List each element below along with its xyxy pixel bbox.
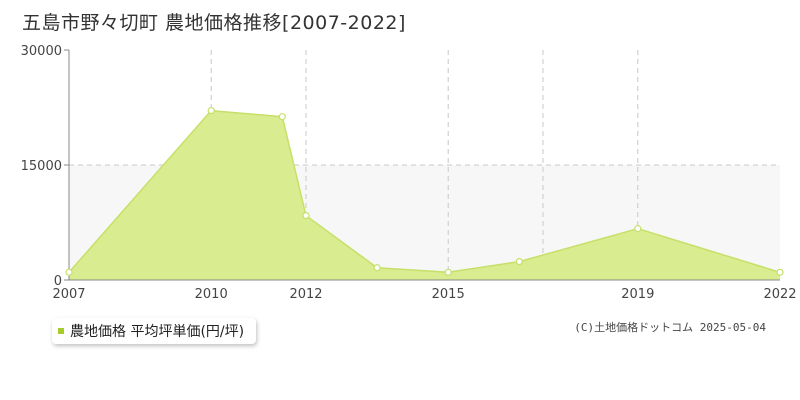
- data-point: [515, 258, 523, 266]
- data-point: [207, 106, 215, 115]
- x-tick-label: 2019: [621, 287, 654, 302]
- copyright-credit: (C)土地価格ドットコム 2025-05-04: [574, 321, 766, 334]
- data-point: [302, 212, 310, 220]
- data-point: [634, 225, 642, 233]
- chart-title: 五島市野々切町 農地価格推移[2007-2022]: [22, 12, 406, 34]
- x-tick-label: 2007: [52, 287, 85, 302]
- data-point: [776, 268, 784, 276]
- y-tick-label: 30000: [21, 44, 62, 59]
- x-tick-label: 2015: [432, 287, 465, 302]
- legend-swatch: [58, 328, 64, 334]
- legend-label: 農地価格 平均坪単価(円/坪): [70, 324, 245, 340]
- x-tick-label: 2022: [763, 287, 796, 302]
- data-point: [278, 113, 286, 121]
- data-point: [65, 268, 73, 276]
- y-tick-label: 15000: [21, 159, 62, 174]
- data-point: [373, 264, 381, 272]
- series-area: [69, 110, 780, 280]
- x-tick-label: 2012: [289, 287, 322, 302]
- legend: 農地価格 平均坪単価(円/坪): [52, 318, 257, 344]
- x-tick-label: 2010: [195, 287, 228, 302]
- data-point: [444, 268, 452, 276]
- y-tick-label: 0: [54, 274, 62, 289]
